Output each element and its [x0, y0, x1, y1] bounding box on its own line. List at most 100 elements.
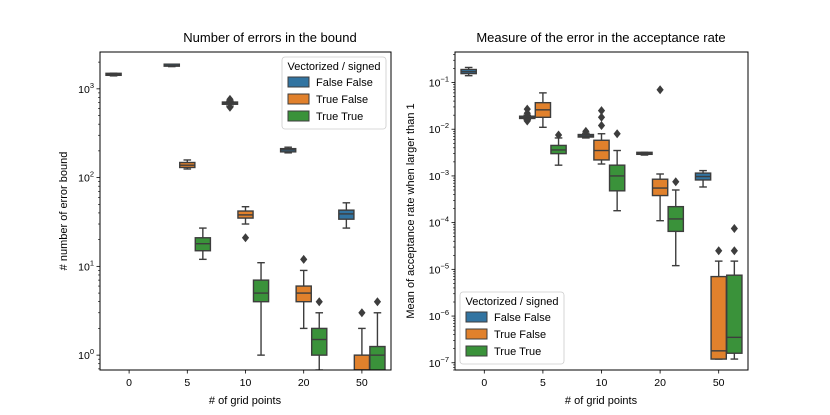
- y-tick-label: 10−3: [429, 168, 449, 183]
- outlier-marker: [373, 297, 382, 307]
- legend-label: True False: [316, 94, 368, 106]
- outlier-marker: [523, 104, 531, 114]
- box-true-false-5: [534, 92, 552, 128]
- legend-title: Vectorized / signed: [288, 61, 381, 73]
- x-tick-label: 5: [540, 377, 546, 389]
- box-true-true-5: [194, 227, 212, 261]
- x-tick-label: 10: [240, 377, 252, 389]
- legend-swatch: [287, 110, 310, 122]
- y-tick-label: 10−5: [429, 261, 449, 276]
- box-iqr: [608, 164, 626, 192]
- y-tick-label: 10−1: [429, 75, 449, 90]
- chart-title: Measure of the error in the acceptance r…: [476, 30, 725, 45]
- outlier-marker: [730, 246, 738, 256]
- outlier-marker: [358, 308, 366, 318]
- y-tick-label: 100: [78, 347, 94, 362]
- x-axis-label: # of grid points: [209, 395, 282, 407]
- box-true-true-50: [726, 223, 743, 360]
- box-iqr: [295, 285, 312, 303]
- box-true-false-10: [237, 206, 254, 243]
- x-axis-label: # of grid points: [565, 395, 638, 407]
- box-true-false-50: [710, 246, 728, 360]
- legend-swatch: [465, 328, 488, 340]
- x-tick-label: 50: [356, 377, 368, 389]
- outlier-marker: [597, 106, 606, 116]
- box-iqr: [710, 275, 728, 360]
- y-tick-label: 10−4: [429, 215, 449, 230]
- chart-errors-in-bound: Number of errors in the bound 1001011021…: [58, 30, 392, 407]
- box-true-false-50: [353, 308, 371, 370]
- box-false-false-0: [460, 66, 477, 77]
- y-axis-label: Mean of acceptance rate when larger than…: [405, 103, 417, 318]
- chart-acceptance-rate: Measure of the error in the acceptance r…: [405, 30, 749, 407]
- outlier-marker: [523, 116, 531, 126]
- x-tick-label: 20: [298, 377, 310, 389]
- box-iqr: [252, 279, 270, 303]
- outlier-marker: [730, 223, 738, 233]
- legend-swatch: [465, 345, 488, 357]
- legend-swatch: [287, 76, 310, 88]
- outlier-marker: [226, 94, 234, 104]
- box-iqr: [310, 327, 328, 356]
- box-false-false-50: [694, 169, 712, 188]
- box-iqr: [338, 209, 355, 220]
- box-true-false-5: [179, 159, 196, 170]
- legend-label: True True: [316, 111, 363, 123]
- box-true-false-20: [651, 85, 669, 222]
- box-true-true-10: [608, 129, 626, 212]
- box-false-false-10: [221, 94, 239, 112]
- outlier-marker: [554, 130, 563, 140]
- legend-title: Vectorized / signed: [466, 296, 559, 308]
- box-iqr: [353, 354, 371, 370]
- legend-swatch: [465, 311, 488, 323]
- box-false-false-5: [518, 104, 536, 126]
- box-iqr: [369, 345, 386, 370]
- outlier-marker: [656, 85, 664, 95]
- box-iqr: [726, 274, 743, 354]
- legend-label: False False: [494, 312, 551, 324]
- box-false-false-5: [163, 63, 181, 68]
- box-true-false-10: [593, 106, 610, 165]
- chart-title: Number of errors in the bound: [183, 30, 356, 45]
- y-tick-label: 10−7: [429, 355, 449, 370]
- box-true-true-20: [667, 177, 685, 267]
- outlier-marker: [613, 129, 621, 139]
- outlier-marker: [300, 254, 308, 264]
- legend: Vectorized / signed False False True False…: [459, 291, 565, 365]
- box-true-true-20: [310, 297, 328, 370]
- box-true-true-5: [550, 130, 567, 166]
- box-false-false-50: [338, 202, 355, 229]
- outlier-marker: [315, 297, 323, 307]
- box-false-false-20: [636, 151, 653, 156]
- box-false-false-20: [279, 146, 297, 154]
- legend-label: True False: [494, 329, 546, 341]
- outlier-marker: [672, 177, 680, 187]
- box-false-false-10: [577, 126, 595, 139]
- y-axis-label: # number of error bound: [58, 152, 70, 271]
- box-true-true-10: [252, 261, 270, 356]
- legend-label: False False: [316, 77, 373, 89]
- y-tick-label: 10−2: [429, 121, 449, 136]
- y-tick-label: 102: [78, 170, 94, 185]
- x-tick-label: 50: [713, 377, 725, 389]
- box-true-false-20: [295, 254, 312, 330]
- y-tick-label: 101: [78, 258, 94, 273]
- outlier-marker: [597, 121, 606, 131]
- legend-swatch: [287, 93, 310, 105]
- outlier-marker: [582, 126, 590, 136]
- x-tick-label: 0: [126, 377, 132, 389]
- y-tick-label: 103: [78, 81, 94, 96]
- x-tick-label: 0: [481, 377, 487, 389]
- outlier-marker: [597, 112, 606, 122]
- outlier-marker: [226, 102, 234, 112]
- box-true-true-50: [369, 297, 386, 370]
- outlier-marker: [241, 233, 250, 243]
- y-tick-label: 10−6: [429, 308, 449, 323]
- legend-label: True True: [494, 346, 541, 358]
- legend: Vectorized / signed False False True False…: [281, 56, 387, 130]
- box-false-false-0: [105, 72, 122, 77]
- x-tick-label: 5: [184, 377, 190, 389]
- x-tick-label: 20: [654, 377, 666, 389]
- x-tick-label: 10: [596, 377, 608, 389]
